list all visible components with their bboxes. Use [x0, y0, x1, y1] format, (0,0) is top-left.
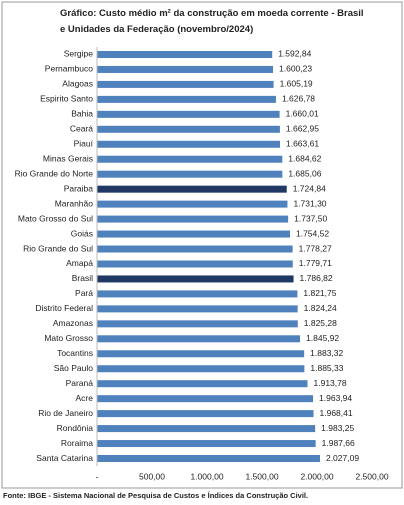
x-tick-label: 1.000,00: [190, 471, 223, 481]
bar: [97, 365, 305, 373]
value-label: 1.963,94: [319, 393, 352, 403]
y-tick-label: Espirito Santo: [40, 94, 93, 104]
x-tick-label: 2.500,00: [355, 471, 388, 481]
y-tick-label: Acre: [76, 393, 94, 403]
y-tick-label: Pará: [75, 288, 93, 298]
value-label: 1.821,75: [303, 288, 336, 298]
y-tick-label: Ceará: [70, 124, 93, 134]
y-tick-label: Santa Catarina: [36, 453, 93, 463]
value-label: 1.825,28: [304, 318, 337, 328]
value-label: 1.592,84: [278, 49, 311, 59]
y-tick-label: Rio de Janeiro: [38, 408, 93, 418]
bar: [97, 155, 283, 163]
y-tick-label: Piauí: [74, 139, 94, 149]
value-label: 1.845,92: [306, 333, 339, 343]
value-label: 1.987,66: [322, 438, 355, 448]
bar: [97, 200, 288, 208]
bar: [97, 185, 287, 193]
y-tick-label: Brasil: [72, 273, 93, 283]
y-tick-label: Sergipe: [64, 49, 94, 59]
y-tick-label: Amapá: [66, 258, 93, 268]
value-label: 1.883,32: [310, 348, 343, 358]
value-label: 1.983,25: [321, 423, 354, 433]
value-label: 1.913,78: [314, 378, 347, 388]
value-label: 1.786,82: [300, 273, 333, 283]
bar: [97, 140, 280, 148]
bar: [97, 275, 294, 283]
y-tick-label: Mato Grosso: [44, 333, 93, 343]
bar: [97, 95, 276, 103]
chart: - 500,00 1.000,00 1.500,00 2.000,00 2.500,00 S…: [1, 1, 403, 489]
y-tick-label: Tocantins: [57, 348, 93, 358]
y-tick-label: Roraima: [61, 438, 93, 448]
bar: [97, 65, 274, 73]
value-label: 1.754,52: [296, 228, 329, 238]
value-label: 1.779,71: [299, 258, 332, 268]
value-label: 1.684,62: [288, 153, 321, 163]
y-tick-label: Maranhão: [55, 198, 94, 208]
bar: [97, 230, 290, 238]
y-tick-label: Rondônia: [57, 423, 94, 433]
value-label: 1.968,41: [320, 408, 353, 418]
y-tick-label: Distrito Federal: [35, 303, 93, 313]
x-tick-label: 1.500,00: [245, 471, 278, 481]
bar: [97, 110, 280, 118]
bar: [97, 350, 305, 358]
bar: [97, 320, 298, 328]
value-label: 1.660,01: [286, 109, 319, 119]
bar: [97, 215, 289, 223]
source-note: Fonte: IBGE - Sistema Nacional de Pesqui…: [3, 491, 309, 500]
bar: [97, 305, 298, 313]
bar: [97, 440, 316, 448]
x-tick-label: 2.000,00: [300, 471, 333, 481]
value-label: 1.824,24: [304, 303, 337, 313]
y-tick-label: Paraiba: [64, 183, 94, 193]
bar: [97, 425, 316, 433]
y-tick-label: Mato Grosso do Sul: [18, 213, 93, 223]
value-label: 1.885,33: [310, 363, 343, 373]
chart-border: [1, 1, 403, 489]
value-label: 1.605,19: [280, 79, 313, 89]
bar: [97, 335, 301, 343]
value-label: 1.724,84: [293, 183, 326, 193]
y-tick-label: Pernambuco: [45, 64, 93, 74]
value-label: 1.626,78: [282, 94, 315, 104]
chart-title: Gráfico: Custo médio m² da construção em…: [60, 8, 364, 35]
bar: [97, 260, 293, 268]
bar: [97, 245, 293, 253]
y-tick-label: Rio Grande do Norte: [15, 168, 94, 178]
value-label: 1.600,23: [279, 64, 312, 74]
value-label: 1.778,27: [299, 243, 332, 253]
y-tick-label: Bahia: [71, 109, 93, 119]
bar: [97, 410, 314, 418]
bar: [97, 380, 308, 388]
y-tick-label: Alagoas: [62, 79, 93, 89]
bar: [97, 455, 320, 463]
bar: [97, 125, 280, 133]
y-tick-label: Goiás: [71, 228, 93, 238]
y-tick-label: Amazonas: [53, 318, 93, 328]
y-tick-label: São Paulo: [54, 363, 93, 373]
bar: [97, 395, 314, 403]
x-tick-label: -: [96, 471, 99, 481]
y-tick-label: Paraná: [66, 378, 94, 388]
bar: [97, 170, 283, 178]
y-tick-label: Rio Grande do Sul: [23, 243, 93, 253]
y-tick-label: Minas Gerais: [43, 153, 93, 163]
value-label: 2.027,09: [326, 453, 359, 463]
value-label: 1.737,50: [294, 213, 327, 223]
x-tick-label: 500,00: [139, 471, 165, 481]
value-label: 1.663,61: [286, 139, 319, 149]
value-label: 1.662,95: [286, 124, 319, 134]
value-label: 1.731,30: [293, 198, 326, 208]
value-label: 1.685,06: [288, 168, 321, 178]
bar: [97, 80, 274, 88]
bar: [97, 50, 273, 58]
bar: [97, 290, 298, 298]
